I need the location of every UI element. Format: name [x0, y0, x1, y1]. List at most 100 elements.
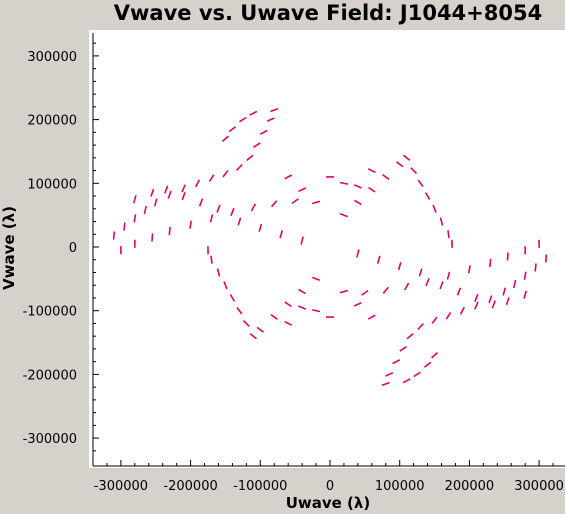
uv-point: [446, 271, 451, 280]
uv-point: [216, 268, 221, 277]
uv-point: [181, 192, 186, 201]
x-tick-label: 300000: [514, 479, 564, 494]
uv-point: [291, 198, 299, 205]
uv-point: [123, 222, 126, 231]
uv-point: [242, 320, 250, 327]
uv-point: [488, 295, 493, 304]
uv-point: [439, 217, 444, 226]
uv-point: [298, 288, 306, 295]
uv-point: [223, 281, 228, 290]
uv-point: [150, 188, 155, 197]
uv-point: [513, 279, 517, 289]
y-tick-label: -200000: [23, 368, 77, 383]
uv-point: [368, 186, 376, 193]
uv-point: [253, 142, 261, 148]
x-tick-label: 200000: [445, 479, 495, 494]
uv-point: [209, 214, 214, 223]
uv-point: [356, 249, 360, 258]
uv-point: [392, 359, 401, 365]
uv-point: [447, 230, 450, 239]
uv-point: [236, 307, 243, 315]
tick-group: -300000 -200000 -100000 0 100000 200000 300000…: [23, 42, 564, 494]
uv-point: [467, 265, 471, 274]
y-tick-label: 0: [69, 241, 77, 256]
uv-point: [399, 346, 407, 352]
uv-point: [404, 282, 410, 291]
uv-point: [432, 204, 437, 213]
uv-point: [258, 223, 263, 232]
uv-point: [381, 381, 390, 387]
y-tick-label: 200000: [27, 114, 77, 129]
uv-point: [491, 300, 496, 309]
x-tick-label: 100000: [375, 479, 425, 494]
uv-point: [256, 326, 264, 333]
uv-point: [367, 314, 376, 320]
chart-title: Vwave vs. Uwave Field: J1044+8054: [114, 1, 542, 25]
uv-point: [284, 174, 293, 180]
uv-point: [474, 301, 479, 310]
uv-point: [545, 254, 548, 263]
uv-point: [259, 129, 268, 135]
uv-point: [229, 294, 236, 302]
uv-point: [249, 333, 257, 340]
x-tick-label: 0: [326, 479, 334, 494]
x-tick-label: -300000: [94, 479, 148, 494]
uv-point: [353, 184, 362, 189]
uv-point: [339, 212, 348, 218]
uv-point: [168, 227, 171, 236]
uv-point: [198, 198, 204, 207]
uv-point: [431, 352, 439, 359]
uv-point: [266, 117, 275, 122]
uv-point: [230, 207, 235, 216]
y-tick-label: 300000: [27, 50, 77, 65]
uv-point: [456, 287, 462, 296]
uv-point: [489, 258, 492, 267]
uv-point: [410, 167, 418, 174]
uv-point: [236, 163, 243, 171]
uv-point: [221, 135, 229, 142]
uv-point: [133, 195, 137, 204]
uv-point: [164, 185, 169, 194]
y-tick-label: -100000: [23, 305, 77, 320]
uv-point: [423, 361, 432, 368]
uv-point: [210, 255, 213, 264]
uv-point: [300, 236, 304, 245]
uv-point: [208, 174, 215, 183]
uv-point: [502, 287, 507, 296]
uv-point: [425, 278, 430, 287]
uv-point: [382, 286, 390, 294]
x-tick-label: -200000: [163, 479, 217, 494]
uv-point: [339, 181, 349, 185]
uv-point: [382, 173, 390, 180]
y-tick-label: -300000: [23, 432, 77, 447]
uv-point: [250, 203, 256, 212]
uv-point: [246, 154, 254, 162]
uv-point: [270, 200, 278, 208]
uv-point: [311, 309, 321, 313]
uv-point: [523, 290, 527, 299]
uv-point: [354, 199, 362, 206]
uv-point: [189, 220, 193, 229]
uv-point: [385, 372, 394, 377]
uv-point: [506, 252, 509, 261]
uv-point: [439, 281, 444, 290]
uv-point: [312, 276, 321, 282]
uv-point: [505, 297, 510, 306]
uv-point: [367, 168, 376, 174]
uv-point: [284, 301, 292, 308]
uv-point: [133, 214, 137, 223]
uv-point: [143, 205, 147, 215]
uv-point: [523, 271, 527, 280]
x-axis-label: Uwave (λ): [286, 494, 371, 512]
uv-point: [228, 126, 237, 133]
uv-point: [237, 217, 242, 226]
uv-point: [239, 116, 247, 123]
uv-point: [153, 198, 158, 207]
uv-point: [361, 289, 369, 296]
data-points: [112, 107, 548, 387]
plot-area: [89, 30, 565, 468]
uv-point: [181, 184, 186, 193]
uv-point: [396, 161, 404, 168]
